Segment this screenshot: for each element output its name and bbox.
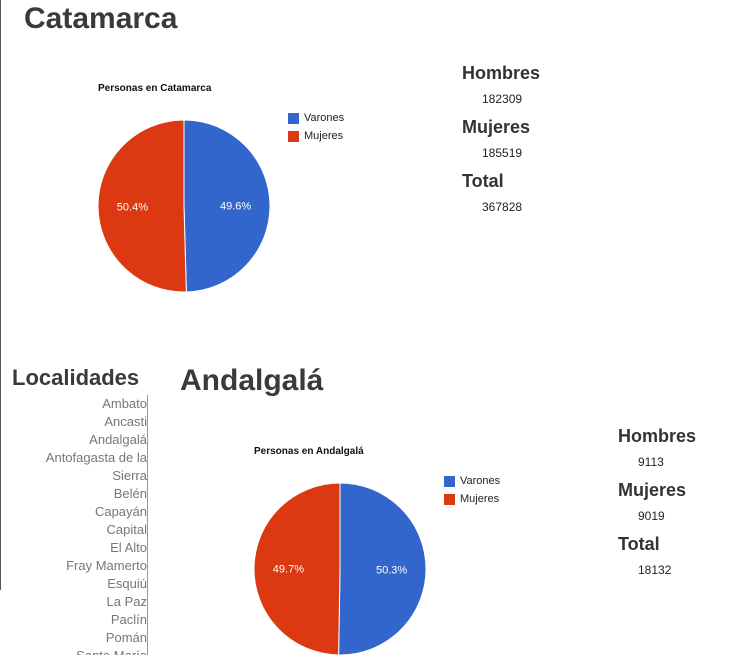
pie-slice-varones[interactable] (338, 482, 427, 656)
localidades-list[interactable]: Ambato Ancasti Andalgalá Antofagasta de la S… (30, 395, 148, 655)
locality-link[interactable]: Ambato (102, 396, 147, 411)
localidades-title: Localidades (12, 365, 140, 390)
locality-chart-title: Personas en Andalgalá (254, 446, 364, 457)
locality-link[interactable]: Paclín (110, 612, 147, 627)
legend-swatch-mujeres (288, 130, 299, 142)
pie-slice-label: 50.4% (117, 202, 148, 214)
pie-slice-mujeres[interactable] (253, 482, 341, 656)
locality-hombres-value: 9113 (638, 455, 664, 469)
locality-pie-svg: 50.3% 49.7% (253, 482, 427, 656)
locality-link[interactable]: Ancasti (104, 414, 147, 429)
province-hombres-label: Hombres (462, 63, 541, 83)
province-total-label: Total (462, 171, 504, 191)
locality-link[interactable]: Belén (113, 486, 147, 501)
locality-total-label: Total (618, 534, 660, 554)
locality-mujeres-value: 9019 (638, 509, 665, 523)
locality-link[interactable]: Capayán (94, 504, 147, 519)
locality-title: Andalgalá (180, 364, 324, 397)
pie-slice-label: 49.7% (273, 564, 304, 576)
province-legend: Varones Mujeres (288, 109, 344, 145)
left-border (0, 0, 1, 590)
locality-link[interactable]: Capital (106, 522, 147, 537)
legend-swatch-varones (288, 112, 299, 124)
locality-pie-chart: 50.3% 49.7% (252, 481, 428, 657)
locality-link[interactable]: Santa María (30, 647, 147, 655)
legend-item-varones: Varones (444, 472, 500, 490)
pie-slice-mujeres[interactable] (97, 119, 187, 293)
locality-link[interactable]: Andalgalá (89, 432, 147, 447)
pie-slice-varones[interactable] (183, 119, 271, 293)
province-mujeres-value: 185519 (482, 146, 523, 160)
province-hombres-value: 182309 (482, 92, 523, 106)
province-mujeres-label: Mujeres (462, 117, 531, 137)
legend-label-varones: Varones (304, 112, 345, 124)
legend-label-mujeres: Mujeres (460, 493, 500, 505)
legend-swatch-varones (444, 475, 455, 487)
legend-label-varones: Varones (460, 475, 501, 487)
legend-label-mujeres: Mujeres (304, 130, 344, 142)
locality-link[interactable]: Esquiú (107, 576, 147, 591)
province-pie-chart: 49.6% 50.4% (96, 118, 272, 294)
locality-mujeres-label: Mujeres (618, 480, 687, 500)
province-title: Catamarca (24, 2, 178, 35)
locality-link[interactable]: Pomán (105, 630, 147, 645)
pie-slice-label: 49.6% (220, 200, 251, 212)
locality-link[interactable]: Antofagasta de la (45, 450, 147, 465)
locality-total-value: 18132 (638, 563, 672, 577)
locality-link[interactable]: El Alto (110, 540, 147, 555)
locality-hombres-label: Hombres (618, 426, 697, 446)
locality-link[interactable]: Sierra (112, 468, 147, 483)
locality-link[interactable]: Fray Mamerto (66, 558, 147, 573)
pie-slice-label: 50.3% (376, 564, 407, 576)
legend-item-mujeres: Mujeres (444, 490, 500, 508)
legend-item-varones: Varones (288, 109, 344, 127)
legend-item-mujeres: Mujeres (288, 127, 344, 145)
province-total-value: 367828 (482, 200, 523, 214)
province-pie-svg: 49.6% 50.4% (97, 119, 271, 293)
locality-legend: Varones Mujeres (444, 472, 500, 508)
legend-swatch-mujeres (444, 493, 455, 505)
province-chart-title: Personas en Catamarca (98, 83, 212, 94)
locality-link[interactable]: La Paz (106, 594, 147, 609)
